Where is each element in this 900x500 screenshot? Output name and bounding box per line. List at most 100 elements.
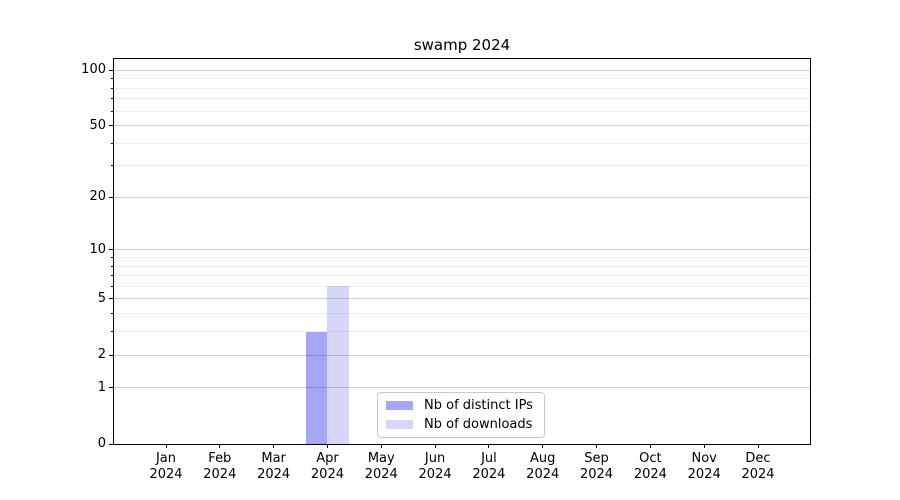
x-tick-mark-jun	[434, 444, 436, 448]
x-tick-year-jul: 2024	[472, 467, 506, 482]
x-tick-label-sep: Sep 2024	[569, 451, 625, 483]
x-tick-year-mar: 2024	[257, 467, 291, 482]
legend-label-downloads: Nb of downloads	[424, 417, 533, 433]
x-tick-label-apr: Apr 2024	[299, 451, 355, 483]
bar-layer	[114, 59, 810, 444]
x-tick-mark-may	[380, 444, 382, 448]
x-tick-mark-mar	[273, 444, 275, 448]
y-minor-tick-mark-30	[111, 165, 114, 167]
gridline-major-2	[114, 354, 810, 356]
x-tick-month-sep: Sep	[584, 451, 609, 466]
x-tick-label-jan: Jan 2024	[138, 451, 194, 483]
x-tick-month-jun: Jun	[424, 451, 446, 466]
x-tick-label-jul: Jul 2024	[461, 451, 517, 483]
x-tick-mark-sep	[596, 444, 598, 448]
x-tick-mark-nov	[703, 444, 705, 448]
gridline-minor-80	[114, 87, 810, 89]
gridline-major-100	[114, 69, 810, 71]
x-tick-year-aug: 2024	[526, 467, 560, 482]
x-tick-mark-apr	[326, 444, 328, 448]
y-tick-label-50: 50	[89, 117, 106, 133]
chart-title: swamp 2024	[413, 36, 511, 54]
y-minor-tick-mark-70	[111, 98, 114, 100]
y-minor-tick-mark-9	[111, 257, 114, 258]
x-tick-mark-jul	[488, 444, 490, 448]
y-tick-mark-10	[109, 249, 114, 251]
x-tick-month-oct: Oct	[639, 451, 662, 466]
y-tick-label-20: 20	[89, 189, 106, 205]
y-tick-mark-50	[109, 125, 114, 127]
y-minor-tick-mark-8	[111, 265, 114, 267]
x-tick-year-oct: 2024	[633, 467, 667, 482]
x-tick-label-nov: Nov 2024	[676, 451, 732, 483]
y-tick-mark-0	[109, 443, 114, 445]
legend-item-distinct-ips: Nb of distinct IPs	[386, 396, 538, 415]
gridline-minor-3	[114, 331, 810, 333]
x-tick-label-mar: Mar 2024	[246, 451, 302, 483]
gridline-minor-6	[114, 285, 810, 287]
x-tick-year-nov: 2024	[687, 467, 721, 482]
x-tick-mark-oct	[649, 444, 651, 448]
y-tick-label-0: 0	[97, 436, 106, 451]
x-tick-mark-dec	[757, 444, 759, 448]
x-tick-year-jan: 2024	[149, 467, 183, 482]
y-minor-tick-mark-40	[111, 142, 114, 144]
x-tick-month-dec: Dec	[745, 451, 771, 466]
x-tick-month-mar: Mar	[261, 451, 286, 466]
y-tick-mark-5	[109, 298, 114, 300]
gridline-minor-40	[114, 142, 810, 144]
gridline-minor-4	[114, 313, 810, 315]
y-tick-label-1: 1	[97, 379, 106, 395]
gridline-minor-7	[114, 275, 810, 277]
gridline-major-1	[114, 387, 810, 389]
x-tick-year-dec: 2024	[741, 467, 775, 482]
x-tick-year-feb: 2024	[203, 467, 237, 482]
gridline-major-10	[114, 249, 810, 251]
x-tick-label-dec: Dec 2024	[730, 451, 786, 483]
gridline-minor-70	[114, 98, 810, 100]
x-tick-label-aug: Aug 2024	[515, 451, 571, 483]
legend: Nb of distinct IPs Nb of downloads	[377, 392, 545, 438]
y-tick-mark-1	[109, 387, 114, 389]
y-tick-mark-100	[109, 69, 114, 71]
x-tick-month-feb: Feb	[208, 451, 232, 466]
bar-nb-of-downloads-apr	[327, 286, 349, 444]
gridline-minor-60	[114, 110, 810, 112]
y-minor-tick-mark-3	[111, 331, 114, 333]
y-tick-mark-20	[109, 196, 114, 198]
x-tick-year-sep: 2024	[579, 467, 614, 482]
legend-item-downloads: Nb of downloads	[386, 415, 538, 434]
y-tick-label-2: 2	[97, 347, 106, 363]
y-tick-mark-2	[109, 354, 114, 356]
bar-nb-of-distinct-ips-apr	[305, 331, 328, 444]
grid-layer	[114, 59, 810, 444]
x-tick-mark-aug	[542, 444, 544, 448]
y-minor-tick-mark-4	[111, 313, 114, 315]
x-tick-month-aug: Aug	[530, 451, 556, 466]
x-tick-year-jun: 2024	[418, 467, 452, 482]
x-tick-label-feb: Feb 2024	[192, 451, 248, 483]
x-tick-month-jul: Jul	[481, 451, 497, 466]
x-tick-month-jan: Jan	[155, 451, 177, 466]
x-tick-label-may: May 2024	[353, 451, 409, 483]
gridline-minor-90	[114, 78, 810, 80]
y-tick-label-10: 10	[89, 241, 106, 257]
x-tick-mark-jan	[165, 444, 167, 448]
y-minor-tick-mark-60	[111, 110, 114, 112]
x-tick-month-nov: Nov	[691, 451, 717, 466]
x-tick-year-apr: 2024	[310, 467, 344, 482]
y-minor-tick-mark-7	[111, 275, 114, 277]
gridline-minor-30	[114, 165, 810, 167]
y-tick-label-100: 100	[81, 62, 106, 78]
x-tick-mark-feb	[219, 444, 221, 448]
legend-swatch-distinct-ips	[386, 400, 413, 410]
y-minor-tick-mark-6	[111, 285, 114, 287]
x-tick-month-apr: Apr	[316, 451, 339, 466]
y-minor-tick-mark-90	[111, 78, 114, 80]
x-tick-label-oct: Oct 2024	[622, 451, 678, 483]
plot-area	[113, 58, 811, 445]
x-tick-month-may: May	[367, 451, 395, 466]
gridline-major-50	[114, 125, 810, 127]
